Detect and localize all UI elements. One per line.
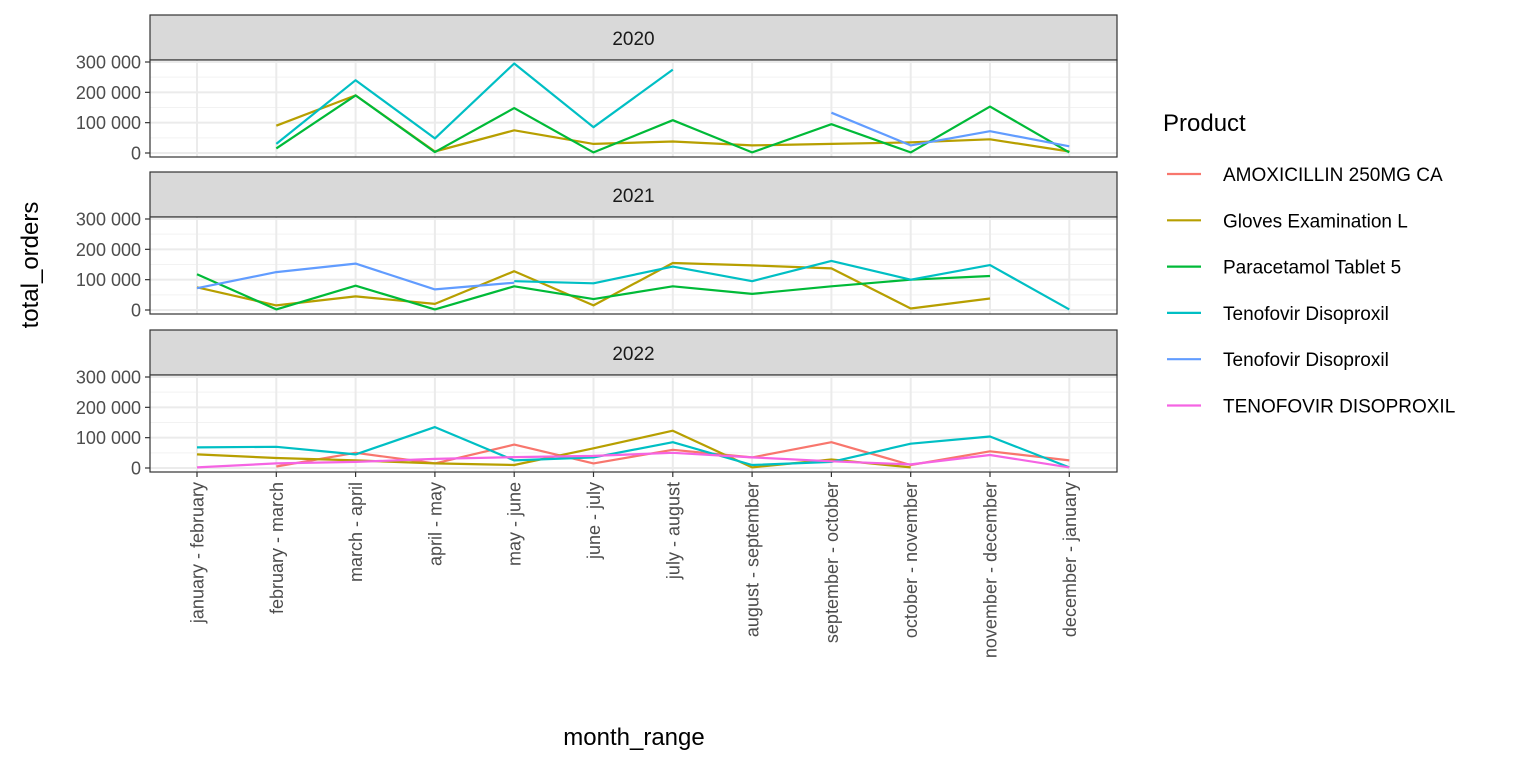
- series-line: [196, 262, 515, 291]
- x-axis-title: month_range: [563, 724, 704, 751]
- legend-item: Tenofovir Disoproxil: [1167, 350, 1389, 371]
- series-line: [830, 111, 1070, 148]
- y-tick-label: 0: [131, 301, 141, 321]
- series-line: [196, 426, 1070, 469]
- x-axis-ticks: january - february february - march march …: [188, 472, 1080, 658]
- x-tick-label: may - june: [505, 482, 525, 566]
- legend-label: Paracetamol Tablet 5: [1223, 258, 1401, 279]
- legend-item: AMOXICILLIN 250MG CA: [1167, 165, 1443, 186]
- legend: Product AMOXICILLIN 250MG CA Gloves Exami…: [1163, 110, 1455, 418]
- series-line: [196, 451, 1070, 469]
- y-tick-label: 200 000: [76, 83, 141, 103]
- series-line: [275, 94, 1070, 154]
- facet-strip: [149, 171, 1118, 218]
- x-tick-label: march - april: [346, 482, 366, 582]
- panel-border: [149, 374, 1118, 473]
- y-tick-label: 100 000: [76, 270, 141, 290]
- legend-label: AMOXICILLIN 250MG CA: [1223, 165, 1443, 186]
- y-tick-label: 200 000: [76, 398, 141, 418]
- legend-title: Product: [1163, 110, 1246, 137]
- plot-background: [150, 217, 1117, 314]
- series-line: [275, 62, 674, 145]
- y-tick-label: 200 000: [76, 240, 141, 260]
- series-line: [514, 259, 1070, 311]
- facet-strip: [149, 14, 1118, 61]
- x-tick-label: november - december: [981, 482, 1001, 658]
- legend-label: TENOFOVIR DISOPROXIL: [1223, 397, 1455, 418]
- y-tick-label: 300 000: [76, 53, 141, 73]
- x-tick-label: october - november: [901, 482, 921, 638]
- legend-item: Gloves Examination L: [1167, 211, 1408, 232]
- y-tick-label: 100 000: [76, 113, 141, 133]
- legend-label: Tenofovir Disoproxil: [1223, 304, 1389, 325]
- legend-item: TENOFOVIR DISOPROXIL: [1167, 397, 1455, 418]
- panel-2021: 2021 0 100 000 200 000 300 000: [76, 171, 1118, 321]
- x-tick-label: september - october: [822, 482, 842, 643]
- x-tick-label: august - september: [743, 482, 763, 637]
- x-tick-label: december - january: [1060, 482, 1080, 637]
- y-tick-label: 100 000: [76, 428, 141, 448]
- legend-item: Paracetamol Tablet 5: [1167, 258, 1401, 279]
- legend-label: Gloves Examination L: [1223, 211, 1408, 232]
- y-tick-label: 300 000: [76, 210, 141, 230]
- x-tick-label: july - august: [663, 482, 683, 580]
- x-tick-label: april - may: [425, 482, 445, 566]
- y-tick-label: 0: [131, 459, 141, 479]
- facet-label: 2022: [612, 344, 654, 365]
- legend-label: Tenofovir Disoproxil: [1223, 350, 1389, 371]
- panel-2020: 2020 0 100 000 200 000 300 000: [76, 14, 1118, 164]
- series-line: [196, 273, 991, 311]
- series-line: [196, 261, 991, 310]
- x-tick-label: january - february: [188, 482, 208, 624]
- y-axis-title: total_orders: [17, 202, 44, 329]
- y-tick-label: 300 000: [76, 368, 141, 388]
- y-tick-label: 0: [131, 144, 141, 164]
- x-tick-label: june - july: [584, 482, 604, 560]
- panel-border: [149, 59, 1118, 158]
- panel-2022: 2022 0 100 000 200 000 300 000: [76, 329, 1118, 479]
- x-tick-label: february - march: [267, 482, 287, 614]
- facet-label: 2021: [612, 186, 654, 207]
- facet-label: 2020: [612, 29, 654, 50]
- legend-item: Tenofovir Disoproxil: [1167, 304, 1389, 325]
- panel-border: [149, 216, 1118, 315]
